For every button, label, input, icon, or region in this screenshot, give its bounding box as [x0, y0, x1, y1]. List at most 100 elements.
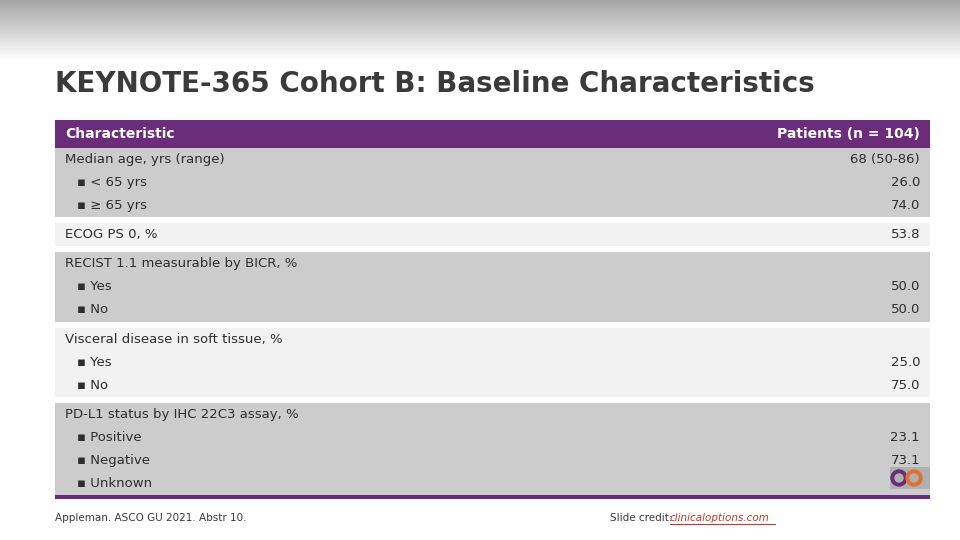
Text: KEYNOTE-365 Cohort B: Baseline Characteristics: KEYNOTE-365 Cohort B: Baseline Character…: [55, 70, 815, 98]
Bar: [0, 20, 960, 21]
Bar: [0, 34, 960, 35]
Bar: [0, 12, 960, 13]
Text: ▪ No: ▪ No: [77, 379, 108, 392]
Bar: [0, 38, 960, 39]
Bar: [0, 13, 960, 14]
Text: Visceral disease in soft tissue, %: Visceral disease in soft tissue, %: [65, 333, 282, 346]
Text: ▪ Unknown: ▪ Unknown: [77, 477, 152, 490]
Text: clinicaloptions.com: clinicaloptions.com: [670, 513, 770, 523]
Bar: [0, 52, 960, 53]
Text: Characteristic: Characteristic: [65, 127, 175, 141]
Bar: [55, 321, 930, 327]
Text: 50.0: 50.0: [891, 280, 920, 293]
Text: 26.0: 26.0: [891, 176, 920, 189]
Bar: [0, 53, 960, 54]
Text: ECOG PS 0, %: ECOG PS 0, %: [65, 228, 157, 241]
Bar: [0, 21, 960, 22]
Text: Appleman. ASCO GU 2021. Abstr 10.: Appleman. ASCO GU 2021. Abstr 10.: [55, 513, 247, 523]
Bar: [55, 327, 930, 397]
Bar: [0, 39, 960, 40]
Bar: [0, 56, 960, 57]
Bar: [0, 55, 960, 56]
Bar: [0, 60, 960, 540]
Text: 23.1: 23.1: [890, 431, 920, 444]
Bar: [0, 18, 960, 19]
Bar: [0, 31, 960, 32]
Bar: [0, 30, 960, 31]
Text: 75.0: 75.0: [891, 379, 920, 392]
Bar: [55, 397, 930, 403]
Text: 3.8: 3.8: [899, 477, 920, 490]
Bar: [0, 45, 960, 46]
Circle shape: [891, 470, 907, 486]
Bar: [0, 10, 960, 11]
Bar: [0, 37, 960, 38]
Bar: [0, 44, 960, 45]
Bar: [0, 58, 960, 59]
Bar: [0, 27, 960, 28]
Bar: [0, 8, 960, 9]
Bar: [0, 50, 960, 51]
Circle shape: [906, 470, 922, 486]
Bar: [0, 36, 960, 37]
Bar: [55, 148, 930, 217]
Bar: [0, 48, 960, 49]
Bar: [0, 2, 960, 3]
Bar: [890, 467, 930, 489]
Text: PD-L1 status by IHC 22C3 assay, %: PD-L1 status by IHC 22C3 assay, %: [65, 408, 299, 421]
Text: 25.0: 25.0: [891, 356, 920, 369]
Text: 53.8: 53.8: [891, 228, 920, 241]
Bar: [0, 1, 960, 2]
Bar: [0, 29, 960, 30]
Bar: [0, 25, 960, 26]
Bar: [0, 5, 960, 6]
Circle shape: [895, 474, 903, 482]
Bar: [0, 59, 960, 60]
Text: 73.1: 73.1: [890, 454, 920, 467]
Bar: [0, 6, 960, 7]
Bar: [0, 35, 960, 36]
Circle shape: [910, 474, 918, 482]
Bar: [0, 14, 960, 15]
Bar: [0, 49, 960, 50]
Text: ▪ No: ▪ No: [77, 303, 108, 316]
Bar: [55, 495, 930, 499]
Bar: [0, 54, 960, 55]
Text: RECIST 1.1 measurable by BICR, %: RECIST 1.1 measurable by BICR, %: [65, 258, 298, 271]
Text: Patients (n = 104): Patients (n = 104): [778, 127, 920, 141]
Text: Median age, yrs (range): Median age, yrs (range): [65, 153, 225, 166]
Bar: [0, 15, 960, 16]
Bar: [0, 42, 960, 43]
Text: Slide credit:: Slide credit:: [610, 513, 676, 523]
Text: 68 (50-86): 68 (50-86): [851, 153, 920, 166]
Bar: [0, 26, 960, 27]
Bar: [55, 120, 930, 148]
Text: 50.0: 50.0: [891, 303, 920, 316]
Bar: [0, 17, 960, 18]
Text: ▪ Positive: ▪ Positive: [77, 431, 142, 444]
Bar: [0, 23, 960, 24]
Text: ▪ < 65 yrs: ▪ < 65 yrs: [77, 176, 147, 189]
Bar: [0, 7, 960, 8]
Bar: [55, 403, 930, 495]
Text: ▪ Negative: ▪ Negative: [77, 454, 150, 467]
Bar: [0, 40, 960, 41]
Bar: [0, 47, 960, 48]
Bar: [0, 41, 960, 42]
Bar: [0, 4, 960, 5]
Bar: [0, 19, 960, 20]
Bar: [0, 51, 960, 52]
Bar: [0, 46, 960, 47]
Bar: [0, 9, 960, 10]
Bar: [0, 22, 960, 23]
Bar: [0, 16, 960, 17]
Bar: [0, 32, 960, 33]
Bar: [0, 3, 960, 4]
Text: ▪ Yes: ▪ Yes: [77, 356, 111, 369]
Text: ▪ Yes: ▪ Yes: [77, 280, 111, 293]
Bar: [0, 11, 960, 12]
Text: 74.0: 74.0: [891, 199, 920, 212]
Bar: [55, 217, 930, 223]
Bar: [0, 57, 960, 58]
Bar: [0, 28, 960, 29]
